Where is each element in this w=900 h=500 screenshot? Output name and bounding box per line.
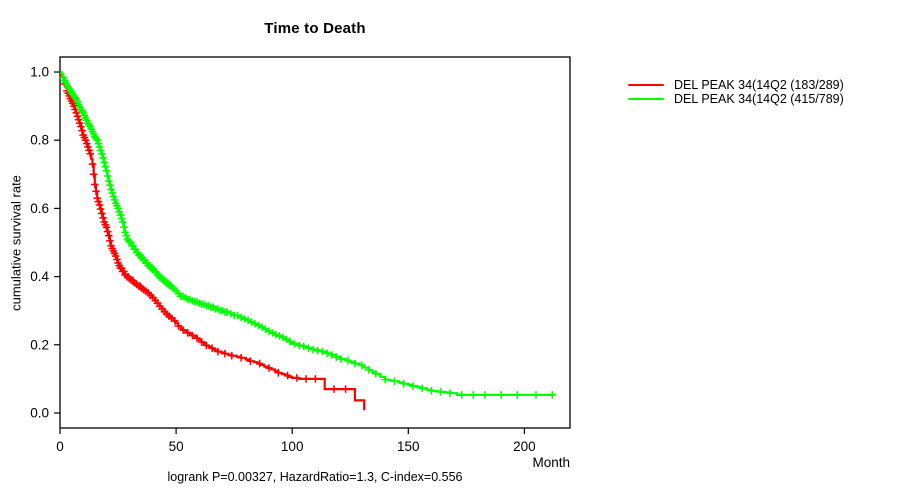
- svg-text:0.8: 0.8: [30, 133, 49, 148]
- svg-text:150: 150: [397, 439, 420, 454]
- svg-text:0.6: 0.6: [30, 201, 49, 216]
- svg-text:200: 200: [513, 439, 536, 454]
- svg-text:0.2: 0.2: [30, 337, 49, 352]
- svg-text:1.0: 1.0: [30, 65, 49, 80]
- legend-line-green: [628, 97, 664, 101]
- svg-text:0.0: 0.0: [30, 406, 49, 421]
- legend-line-red: [628, 83, 664, 87]
- legend-label-green: DEL PEAK 34(14Q2 (415/789): [674, 92, 844, 106]
- x-axis-tick-labels: 0 50 100 150 200: [56, 439, 535, 454]
- x-axis-ticks: [59, 428, 526, 434]
- chart-title: Time to Death: [264, 20, 366, 37]
- svg-text:50: 50: [169, 439, 184, 454]
- survival-curve-red: [60, 70, 366, 411]
- svg-text:0.4: 0.4: [30, 269, 49, 284]
- y-axis-ticks: [54, 71, 60, 414]
- plot-frame: [59, 56, 571, 429]
- y-axis-tick-labels: 0.0 0.2 0.4 0.6 0.8 1.0: [30, 65, 49, 421]
- legend-label-red: DEL PEAK 34(14Q2 (183/289): [674, 78, 844, 92]
- censor-plus-marks-green: [59, 74, 557, 399]
- x-axis-label: Month: [532, 455, 570, 470]
- svg-text:0: 0: [56, 439, 64, 454]
- legend: DEL PEAK 34(14Q2 (183/289) DEL PEAK 34(1…: [628, 78, 844, 106]
- statistics-footnote: logrank P=0.00327, HazardRatio=1.3, C-in…: [167, 470, 463, 484]
- legend-item-red: DEL PEAK 34(14Q2 (183/289): [628, 78, 844, 92]
- y-axis-label: cumulative survival rate: [8, 175, 24, 311]
- legend-item-green: DEL PEAK 34(14Q2 (415/789): [628, 92, 844, 106]
- svg-text:100: 100: [281, 439, 304, 454]
